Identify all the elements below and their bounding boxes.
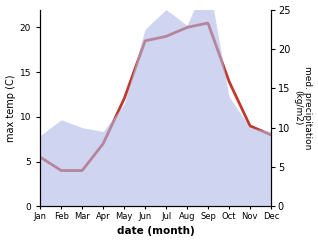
Y-axis label: max temp (C): max temp (C) bbox=[5, 74, 16, 142]
Y-axis label: med. precipitation
(kg/m2): med. precipitation (kg/m2) bbox=[293, 66, 313, 150]
X-axis label: date (month): date (month) bbox=[117, 227, 194, 236]
